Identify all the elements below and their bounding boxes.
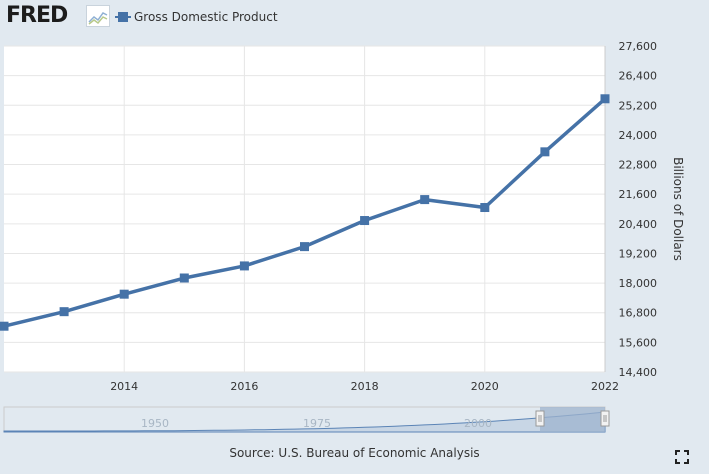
x-tick-label: 2018 (351, 380, 379, 393)
x-tick-label: 2020 (471, 380, 499, 393)
y-tick-label: 18,000 (619, 277, 658, 290)
x-tick-label: 2022 (591, 380, 619, 393)
data-point-marker[interactable] (360, 216, 370, 226)
y-tick-label: 19,200 (619, 247, 658, 260)
data-point-marker[interactable] (480, 203, 490, 213)
navigator-handle-right[interactable] (600, 410, 610, 427)
navigator-year-label: 2000 (464, 417, 492, 430)
data-point-marker[interactable] (0, 321, 9, 331)
y-axis-label: Billions of Dollars (671, 157, 685, 261)
data-point-marker[interactable] (179, 273, 189, 283)
navigator-year-label: 1950 (141, 417, 169, 430)
data-point-marker[interactable] (59, 307, 69, 317)
fullscreen-icon[interactable] (675, 449, 689, 464)
data-point-marker[interactable] (239, 261, 249, 271)
chart-header: FRED Gross Domestic Product (0, 0, 709, 34)
y-tick-label: 16,800 (619, 307, 658, 320)
data-point-marker[interactable] (540, 147, 550, 157)
data-point-marker[interactable] (600, 94, 610, 104)
y-tick-label: 14,400 (619, 366, 658, 379)
data-point-marker[interactable] (420, 195, 430, 205)
y-axis-ticks: 14,400 15,600 16,800 18,000 19,200 20,400 21,6… (619, 40, 658, 379)
x-tick-label: 2016 (230, 380, 258, 393)
navigator-area (3, 411, 606, 433)
plot-area (4, 46, 605, 372)
legend-series-marker-icon (115, 9, 134, 25)
range-navigator[interactable]: 1950 1975 2000 (3, 406, 610, 433)
y-tick-label: 21,600 (619, 188, 658, 201)
chart-legend[interactable]: Gross Domestic Product (115, 9, 278, 25)
data-point-marker[interactable] (300, 242, 309, 252)
y-tick-label: 20,400 (619, 218, 658, 231)
y-tick-label: 24,000 (619, 129, 658, 142)
legend-label: Gross Domestic Product (134, 10, 278, 24)
handle-grip-icon (535, 410, 545, 427)
y-tick-label: 15,600 (619, 336, 658, 349)
y-tick-label: 26,400 (619, 70, 658, 83)
y-tick-label: 25,200 (619, 99, 658, 112)
navigator-selection[interactable] (540, 407, 605, 432)
navigator-handle-left[interactable] (535, 410, 545, 427)
navigator-year-label: 1975 (303, 417, 331, 430)
fred-logo-graph-icon (86, 5, 110, 27)
x-tick-label: 2014 (110, 380, 138, 393)
source-note: Source: U.S. Bureau of Economic Analysis (229, 446, 480, 460)
series-gdp (0, 94, 610, 331)
data-point-marker[interactable] (119, 289, 129, 299)
fred-logo[interactable]: FRED (6, 3, 68, 28)
y-tick-label: 22,800 (619, 159, 658, 172)
y-tick-label: 27,600 (619, 40, 658, 53)
gridlines (4, 45, 606, 373)
handle-grip-icon (600, 410, 610, 427)
x-axis-ticks: 2014 2016 2018 2020 2022 (110, 380, 619, 393)
